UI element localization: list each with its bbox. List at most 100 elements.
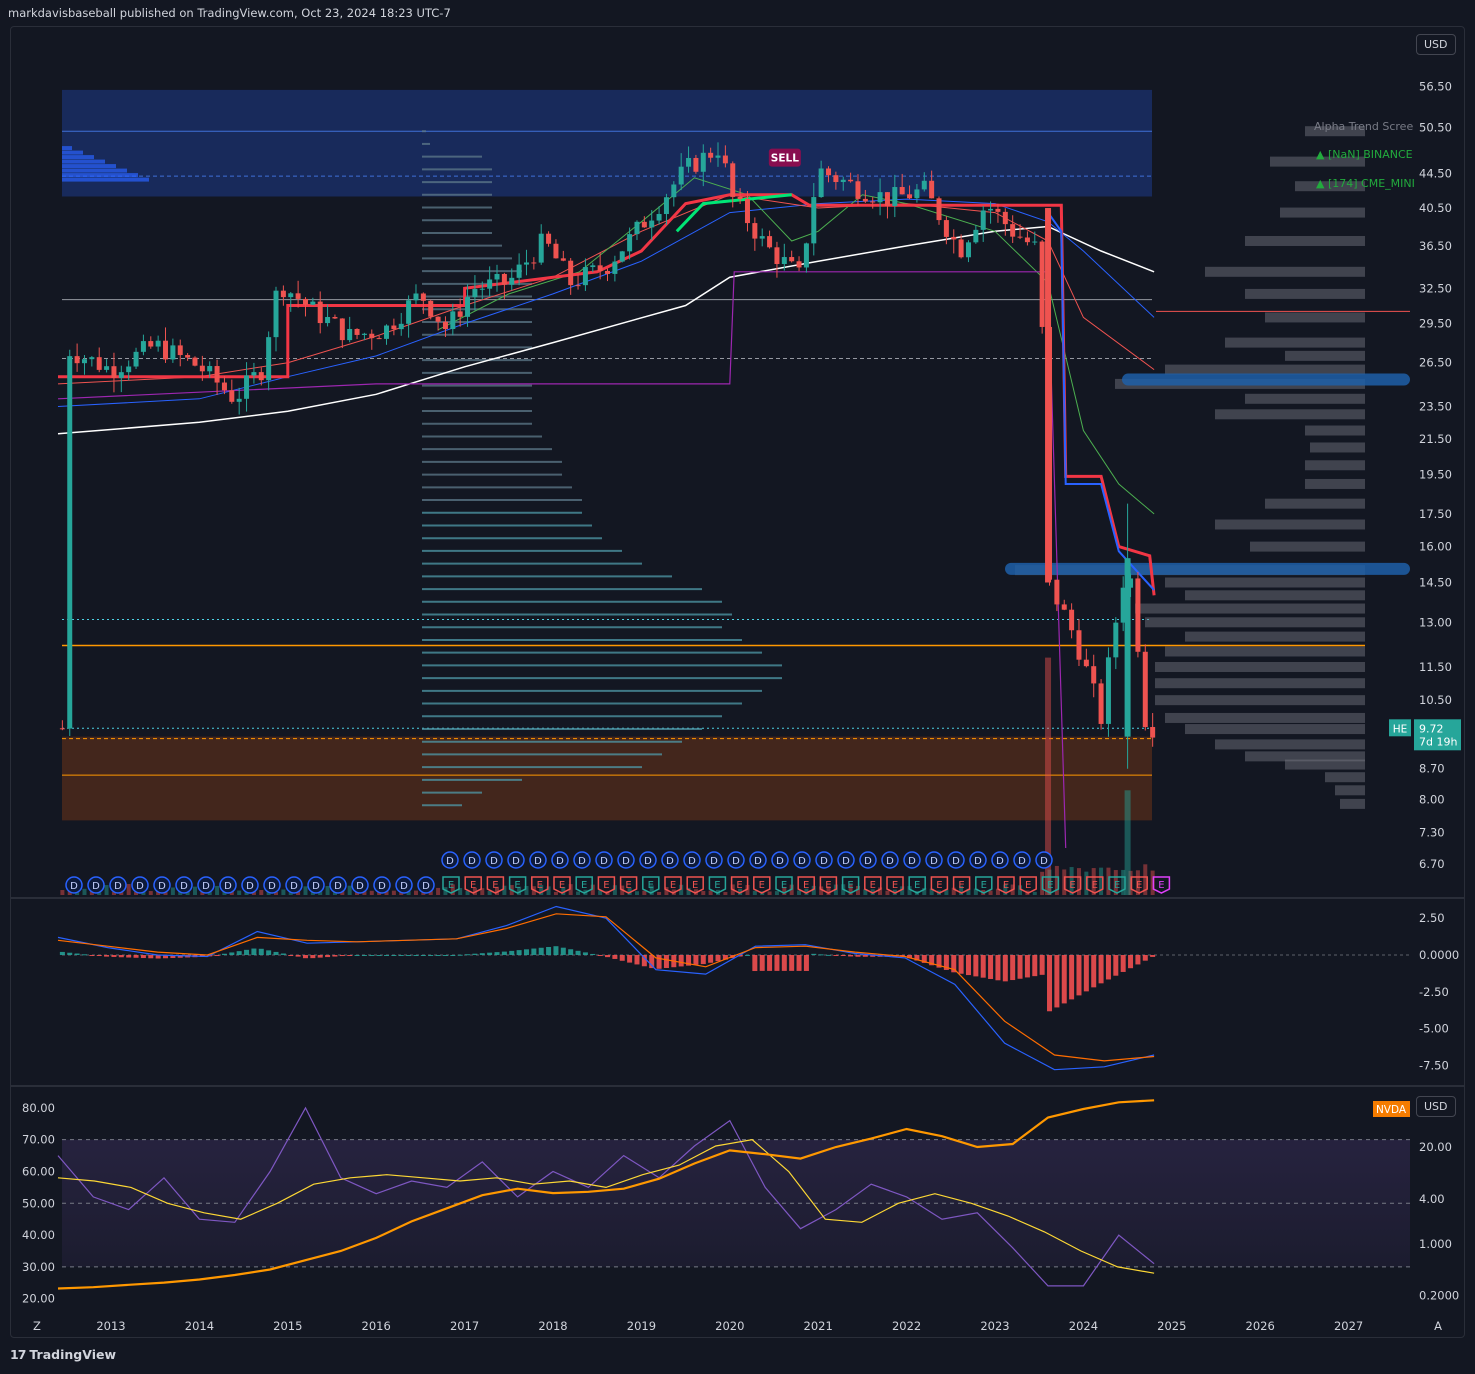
currency-button-lower[interactable]: USD <box>1416 1096 1456 1117</box>
earnings-marker-label: E <box>981 880 987 891</box>
candle-body <box>708 152 714 158</box>
candle-body <box>833 175 839 183</box>
candle-body <box>656 214 662 221</box>
macd-histogram-bar <box>929 955 935 966</box>
earnings-marker-label: E <box>936 880 942 891</box>
candle-body <box>251 372 257 376</box>
macd-tick: 2.50 <box>1419 911 1445 925</box>
macd-histogram-bar <box>958 955 964 974</box>
tradingview-brand[interactable]: 17 TradingView <box>10 1347 116 1362</box>
macd-histogram-bar <box>1083 955 1089 992</box>
earnings-marker <box>1063 876 1082 894</box>
candle-body <box>929 180 935 199</box>
dividend-marker <box>307 876 325 894</box>
dividend-marker <box>395 876 413 894</box>
dividend-marker <box>683 851 701 869</box>
price-tick: 8.70 <box>1419 762 1445 776</box>
volume-bar <box>819 886 824 895</box>
earnings-marker-label: E <box>514 880 520 891</box>
candle-body <box>1039 241 1045 327</box>
macd-histogram-bar <box>1113 955 1119 976</box>
volume-bar <box>325 885 330 895</box>
candle-body <box>1076 630 1082 660</box>
nvda-tick: 20.00 <box>1419 1140 1452 1154</box>
volume-bar <box>465 890 470 895</box>
volume-bar <box>1045 657 1052 895</box>
macd-histogram-bar <box>442 955 448 956</box>
macd-histogram-bar <box>1091 955 1097 988</box>
volume-bar <box>413 890 418 895</box>
price-tick: 21.50 <box>1419 432 1452 446</box>
time-tick: 2018 <box>538 1319 567 1333</box>
candle-body <box>450 311 456 330</box>
earnings-marker-label: E <box>1136 880 1142 891</box>
dividend-marker <box>661 851 679 869</box>
price-tick: 13.00 <box>1419 615 1452 629</box>
earnings-marker-label: E <box>958 880 964 891</box>
dividend-marker-label: D <box>312 881 320 892</box>
volume-profile-bar <box>1270 156 1365 167</box>
volume-bar <box>192 886 197 895</box>
macd-histogram-bar <box>369 955 375 956</box>
price-tick: 11.50 <box>1419 660 1452 674</box>
dividend-marker-label: D <box>334 881 342 892</box>
volume-bar <box>752 890 757 895</box>
volume-profile-bar <box>1165 712 1365 723</box>
macd-histogram-bar <box>767 955 773 971</box>
macd-histogram-bar <box>590 953 596 955</box>
macd-histogram-bar <box>627 955 633 963</box>
candle-body <box>973 229 979 243</box>
dividend-marker-label: D <box>268 881 276 892</box>
dividend-marker <box>441 851 459 869</box>
macd-histogram-bar <box>472 953 478 955</box>
earnings-marker-label: E <box>492 880 498 891</box>
volume-bar <box>988 890 993 895</box>
time-tick: 2016 <box>362 1319 391 1333</box>
macd-tick: 0.0000 <box>1419 948 1459 962</box>
macd-histogram-bar <box>686 955 692 966</box>
macd-histogram-bar <box>715 955 721 962</box>
volume-bar <box>1135 870 1140 895</box>
macd-histogram-bar <box>678 955 684 967</box>
screener-row-binance: ▲ [NaN] BINANCE <box>1316 148 1413 161</box>
earnings-marker <box>686 876 704 894</box>
volume-profile-bar <box>1305 478 1365 489</box>
earnings-marker-label: E <box>847 880 853 891</box>
candle-body <box>627 234 633 252</box>
macd-histogram-bar <box>612 955 618 959</box>
volume-bar <box>627 887 632 895</box>
earnings-marker-label: E <box>714 880 720 891</box>
candle-body <box>236 398 242 402</box>
macd-histogram-bar <box>391 955 397 956</box>
earnings-marker-label: E <box>759 880 765 891</box>
macd-histogram-bar <box>361 955 367 956</box>
rsi-tick: 20.00 <box>22 1292 55 1306</box>
macd-histogram-bar <box>67 952 73 955</box>
earnings-marker-label: E <box>448 880 454 891</box>
rsi-tick: 30.00 <box>22 1260 55 1274</box>
earnings-marker <box>619 876 638 894</box>
currency-button[interactable]: USD <box>1416 34 1456 55</box>
dividend-marker-label: D <box>864 856 872 867</box>
volume-bar <box>907 886 912 895</box>
candle-body <box>509 277 515 285</box>
candle-body <box>67 356 73 729</box>
candle-body <box>943 220 949 237</box>
volume-bar <box>1069 867 1074 895</box>
volume-bar <box>259 890 264 895</box>
macd-histogram-bar <box>487 952 493 955</box>
volume-bar <box>281 889 286 895</box>
candle-body <box>1113 622 1119 658</box>
earnings-marker-label: E <box>625 880 631 891</box>
volume-bar <box>502 885 507 895</box>
macd-histogram-bar <box>531 948 537 955</box>
candle-body <box>884 192 890 206</box>
macd-histogram-bar <box>1039 955 1045 975</box>
volume-bar <box>170 887 175 895</box>
candle-body <box>163 340 169 360</box>
macd-histogram-bar <box>1047 955 1053 1012</box>
macd-histogram-bar <box>465 954 471 956</box>
candle-body <box>361 333 367 335</box>
dividend-marker <box>815 851 833 869</box>
